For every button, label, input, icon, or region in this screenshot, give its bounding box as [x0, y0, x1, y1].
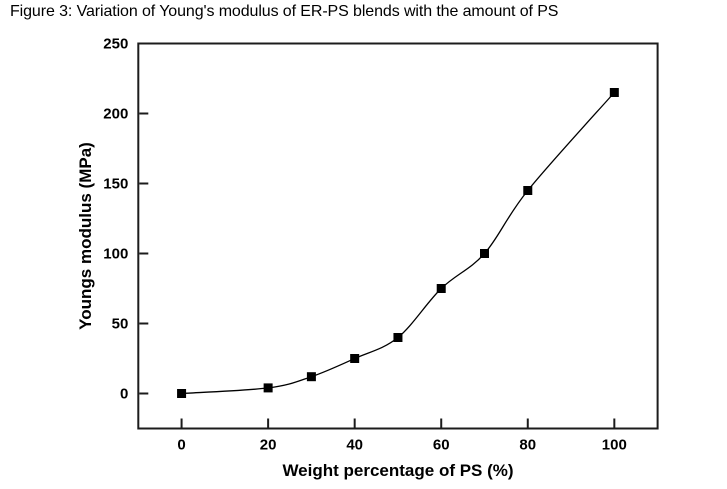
x-tick-label: 100: [602, 437, 627, 454]
x-tick-label: 20: [260, 437, 277, 454]
x-tick-label: 80: [519, 437, 536, 454]
x-tick-label: 60: [433, 437, 450, 454]
data-point-marker: [350, 354, 360, 363]
data-point-marker: [480, 249, 489, 258]
y-tick-label: 250: [103, 36, 128, 53]
data-point-marker: [263, 383, 273, 393]
y-tick-label: 200: [103, 106, 128, 123]
data-point-marker: [523, 186, 533, 195]
plot-frame: [137, 42, 659, 430]
data-series-line: [181, 92, 615, 395]
data-point-marker: [436, 284, 446, 293]
y-tick-label: 50: [112, 316, 129, 333]
data-point-marker: [609, 88, 619, 97]
data-point-marker: [306, 372, 316, 382]
data-point-marker: [393, 333, 403, 342]
x-tick-label: 0: [177, 437, 185, 454]
data-point-marker: [177, 389, 187, 398]
y-axis-label: Youngs modulus (MPa): [76, 142, 95, 330]
x-tick-label: 40: [346, 437, 363, 454]
y-tick-label: 150: [103, 176, 128, 193]
y-tick-label: 100: [103, 246, 128, 263]
figure-title: Figure 3: Variation of Young's modulus o…: [10, 3, 559, 20]
x-axis-label: Weight percentage of PS (%): [282, 461, 514, 480]
y-tick-label: 0: [120, 386, 128, 403]
